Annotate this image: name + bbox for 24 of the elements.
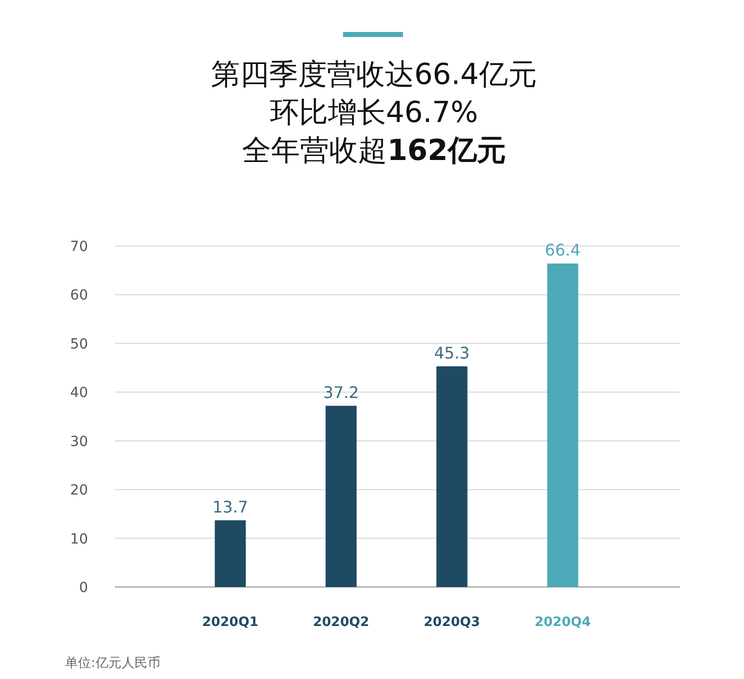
bar — [214, 520, 246, 587]
y-tick-label: 0 — [79, 580, 88, 596]
y-tick-label: 20 — [70, 482, 88, 499]
bar — [326, 406, 357, 587]
y-tick-label: 40 — [70, 385, 88, 402]
data-label: 13.7 — [212, 497, 248, 516]
text: 单位:亿元人民币 — [65, 656, 160, 671]
x-tick-label: 2020Q1 — [202, 615, 258, 630]
x-tick-label: 2020Q3 — [424, 615, 480, 630]
y-tick-label: 50 — [70, 336, 88, 352]
y-tick-label: 70 — [70, 239, 88, 255]
y-tick-label: 10 — [70, 531, 88, 548]
x-tick-label: 2020Q4 — [534, 615, 591, 630]
bar — [436, 366, 468, 587]
data-label: 66.4 — [544, 240, 581, 260]
y-tick-label: 60 — [70, 288, 88, 304]
y-tick-label: 30 — [70, 434, 88, 450]
x-tick-label: 2020Q2 — [312, 615, 370, 630]
bar — [547, 264, 578, 587]
data-label: 45.3 — [434, 343, 470, 362]
data-label: 37.2 — [323, 382, 359, 402]
chart-subtitle: 环比增长46.7% — [270, 95, 478, 129]
chart-title: 第四季度营收达66.4亿元 — [211, 57, 537, 91]
text: 全年营收超162亿元 — [242, 133, 506, 167]
